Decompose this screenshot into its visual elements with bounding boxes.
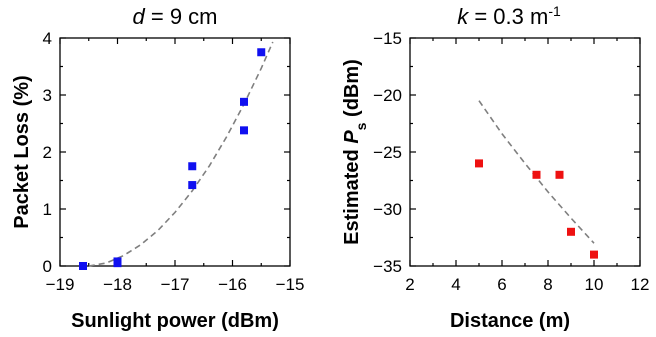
right-y-tick-label: −30 <box>373 200 402 219</box>
left-y-tick-label: 1 <box>43 200 52 219</box>
left-data-point <box>79 262 87 270</box>
right-y-tick-label: −25 <box>373 143 402 162</box>
right-data-point <box>567 227 575 236</box>
right-y-tick-label: −15 <box>373 29 402 48</box>
left-x-tick-label: −18 <box>103 275 132 294</box>
left-x-tick-label: −17 <box>161 275 190 294</box>
left-data-point <box>257 48 266 57</box>
left-chart-title: d = 9 cm <box>133 4 218 29</box>
left-y-tick-label: 3 <box>43 86 52 105</box>
left-x-axis-label: Sunlight power (dBm) <box>71 310 279 332</box>
right-x-tick-label: 12 <box>631 275 650 294</box>
left-x-tick-label: −16 <box>218 275 247 294</box>
right-y-tick-label: −35 <box>373 257 402 276</box>
right-data-point <box>532 170 541 179</box>
left-y-tick-label: 2 <box>43 143 52 162</box>
right-chart-title: k = 0.3 m-1 <box>457 3 561 29</box>
left-y-tick-label: 0 <box>43 257 52 276</box>
panel-packet-loss: d = 9 cm Sunlight power (dBm) Packet Los… <box>11 4 304 332</box>
left-data-point <box>188 162 197 171</box>
left-data-point <box>240 126 248 135</box>
left-data-point <box>113 257 122 266</box>
left-data-point <box>188 181 197 190</box>
left-data-point <box>240 97 248 106</box>
right-data-point <box>590 250 598 259</box>
left-x-tick-label: −19 <box>46 275 75 294</box>
right-data-point <box>555 170 564 179</box>
right-fit-curve <box>478 100 595 244</box>
right-x-tick-label: 2 <box>405 275 414 294</box>
left-y-tick-label: 4 <box>43 29 52 48</box>
right-y-tick-label: −20 <box>373 86 402 105</box>
right-x-tick-label: 4 <box>451 275 460 294</box>
left-y-axis-label: Packet Loss (%) <box>11 75 33 228</box>
left-plot-frame <box>59 37 291 267</box>
left-x-tick-label: −15 <box>276 275 305 294</box>
right-y-axis-label: Estimated Ps (dBm) <box>341 59 369 245</box>
right-x-axis-label: Distance (m) <box>450 310 570 332</box>
right-x-tick-label: 6 <box>497 275 506 294</box>
right-x-tick-label: 8 <box>543 275 552 294</box>
right-plot-frame <box>409 37 641 267</box>
panel-estimated-power: k = 0.3 m-1 Distance (m) Estimated Ps (d… <box>341 3 649 332</box>
left-fit-curve <box>88 41 274 267</box>
right-data-point <box>475 159 483 168</box>
right-x-tick-label: 10 <box>585 275 604 294</box>
